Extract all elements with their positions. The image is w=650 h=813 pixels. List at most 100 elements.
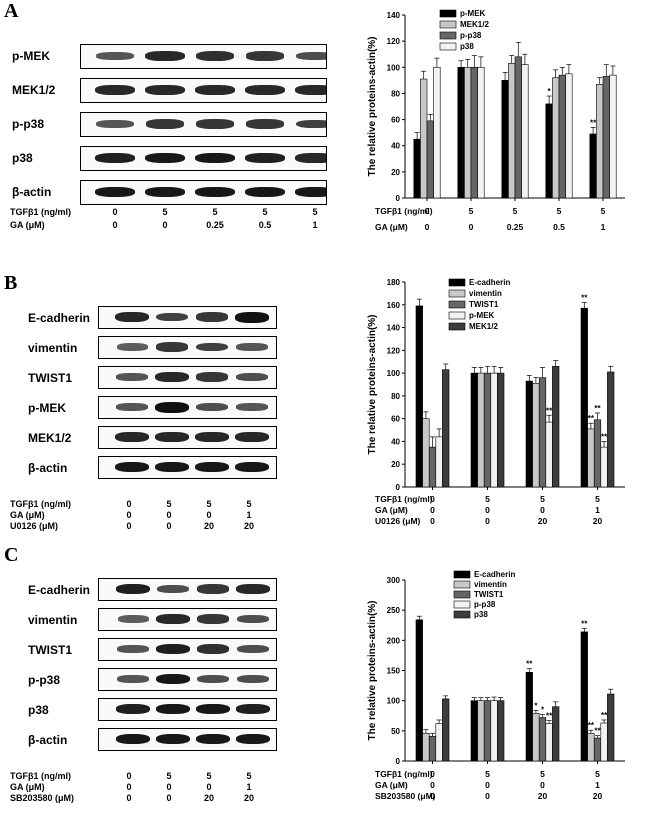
y-tick-label: 60 — [391, 116, 400, 125]
blot-condition-value: 0 — [162, 220, 168, 230]
bar-e-cadherin — [580, 631, 588, 762]
blot-label-beta-actin: β-actin — [28, 461, 68, 475]
legend-label-vimentin: vimentin — [469, 289, 502, 298]
blot-band — [195, 152, 235, 164]
blot-label-e-cadherin: E-cadherin — [28, 311, 91, 325]
panel-letter-a: A — [4, 0, 19, 22]
blot-condition-value: 5 — [166, 771, 172, 781]
blot-band — [237, 674, 269, 684]
legend-label-e-cadherin: E-cadherin — [474, 570, 515, 579]
blot-condition-value: 5 — [206, 499, 212, 509]
significance-marker: * — [534, 701, 538, 710]
blot-condition-value: 0 — [126, 510, 132, 520]
blot-band — [236, 584, 270, 594]
blot-strip-p-mek — [80, 44, 327, 69]
blot-band — [116, 733, 150, 745]
blot-label-beta-actin: β-actin — [12, 185, 52, 199]
bar-mek1-2 — [508, 63, 516, 199]
blot-strip-twist1 — [98, 638, 277, 661]
panel-b: B E-cadherin vimentin TWIST1 p-MEK MEK1/2 β-a… — [0, 268, 650, 540]
bar-p-p38 — [490, 700, 498, 762]
chart-condition-label: U0126 (μM) — [375, 516, 421, 526]
blot-band — [116, 703, 150, 715]
chart-condition-value: 1 — [595, 505, 600, 515]
bar-p-p38 — [470, 66, 478, 199]
blot-band — [196, 733, 230, 745]
chart-condition-value: 0 — [540, 780, 545, 790]
legend-label-e-cadherin: E-cadherin — [469, 278, 510, 287]
blot-band — [145, 186, 185, 198]
blot-band — [245, 152, 285, 164]
chart-condition-value: 5 — [601, 206, 606, 216]
blot-strip-p-p38 — [80, 112, 327, 137]
bar-mek1-2 — [607, 371, 615, 488]
blot-band — [156, 733, 190, 745]
blot-condition-value: 1 — [246, 782, 252, 792]
blot-condition-value: 5 — [246, 499, 252, 509]
bar-vimentin — [422, 732, 430, 762]
blot-band — [145, 85, 185, 95]
blot-band — [197, 674, 229, 684]
blot-condition-value: 0.25 — [206, 220, 224, 230]
blot-condition-value: 0 — [206, 782, 212, 792]
chart-condition-value: 0 — [430, 505, 435, 515]
y-axis-label: The relative proteins-actin(%) — [367, 314, 378, 454]
bar-p-mek — [545, 421, 553, 488]
chart-condition-value: 0 — [425, 206, 430, 216]
legend-swatch-mek1-2 — [448, 322, 466, 331]
y-tick-label: 120 — [387, 37, 401, 46]
chart-condition-value: 5 — [557, 206, 562, 216]
y-tick-label: 0 — [396, 757, 401, 766]
blot-band — [236, 403, 268, 411]
y-tick-label: 150 — [387, 667, 401, 676]
blot-band — [195, 85, 235, 95]
blot-band — [196, 644, 230, 654]
blot-label-e-cadherin: E-cadherin — [28, 583, 91, 597]
significance-marker: ** — [581, 619, 588, 628]
chart-condition-value: 0 — [430, 494, 435, 504]
bar-e-cadherin — [470, 372, 478, 488]
chart-condition-value: 0 — [485, 516, 490, 526]
y-tick-label: 80 — [391, 392, 400, 401]
blot-band — [155, 401, 189, 413]
blot-condition-value: 0 — [126, 793, 132, 803]
blot-label-p-mek: p-MEK — [12, 49, 50, 63]
bar-mek1-2 — [552, 77, 560, 199]
blot-condition-value: 0 — [126, 499, 132, 509]
blot-condition-value: 5 — [262, 207, 268, 217]
chart-condition-value: 20 — [593, 516, 603, 526]
bar-e-cadherin — [470, 700, 478, 762]
legend-swatch-vimentin — [453, 580, 471, 589]
bar-vimentin — [477, 700, 485, 762]
legend-label-p-p38: p-p38 — [460, 31, 482, 40]
blot-band — [195, 461, 229, 473]
chart-condition-label: TGFβ1 (ng/ml) — [375, 769, 433, 779]
blot-strip-e-cadherin — [98, 578, 277, 601]
bar-p-mek — [545, 103, 553, 199]
blot-band — [236, 343, 268, 351]
legend-label-p-mek: p-MEK — [460, 9, 486, 18]
blot-condition-value: 20 — [203, 793, 214, 803]
blot-band — [155, 372, 189, 382]
chart-condition-value: 0 — [485, 791, 490, 801]
bar-p-p38 — [602, 76, 610, 199]
blot-label-vimentin: vimentin — [28, 341, 78, 355]
chart-condition-label: GA (μM) — [375, 222, 408, 232]
chart-condition-value: 0 — [430, 516, 435, 526]
blot-band — [295, 85, 326, 95]
blot-strip-p-mek — [98, 396, 277, 419]
bar-vimentin — [422, 418, 430, 488]
blot-condition-label: U0126 (μM) — [10, 521, 59, 531]
blot-band — [116, 583, 150, 595]
blot-strip-twist1 — [98, 366, 277, 389]
bar-e-cadherin — [415, 619, 423, 762]
bar-p38 — [442, 698, 450, 762]
chart-condition-value: 5 — [540, 494, 545, 504]
chart-condition-value: 0 — [540, 505, 545, 515]
blot-band — [96, 52, 134, 60]
y-tick-label: 60 — [391, 415, 400, 424]
blot-band — [155, 432, 189, 442]
bar-mek1-2 — [420, 78, 428, 199]
